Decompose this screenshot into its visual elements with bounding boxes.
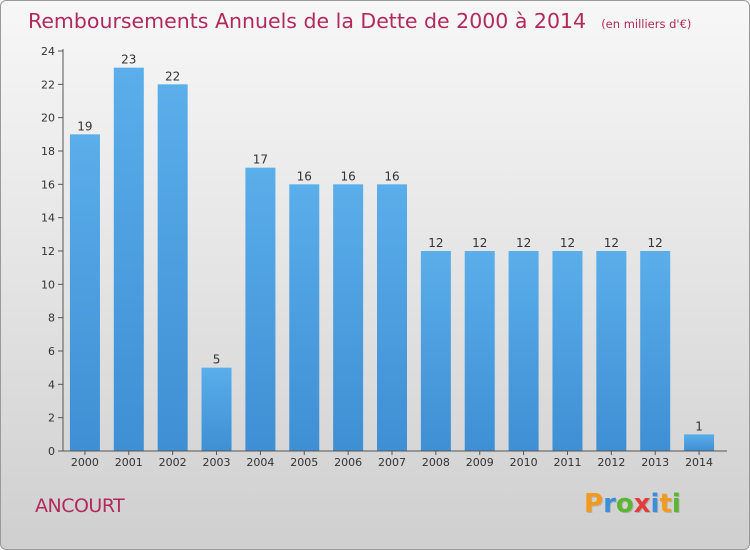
brand-letter: r	[603, 489, 616, 519]
data-label-2002: 22	[165, 69, 180, 83]
x-tick-label-2014: 2014	[685, 456, 713, 469]
y-tick-label-6: 6	[48, 345, 55, 358]
brand-letter: o	[615, 489, 634, 519]
y-tick-label-22: 22	[41, 78, 55, 91]
bar-2011	[552, 251, 583, 451]
labels-group: 1920002320012220025200317200416200516200…	[41, 45, 713, 469]
x-tick-label-2013: 2013	[641, 456, 669, 469]
y-tick-label-10: 10	[41, 278, 55, 291]
bar-2009	[464, 251, 495, 451]
data-label-2006: 16	[340, 169, 355, 183]
x-tick-label-2011: 2011	[553, 456, 581, 469]
bar-2007	[377, 184, 407, 452]
city-name: ANCOURT	[35, 495, 125, 517]
brand-letter: t	[659, 489, 672, 519]
y-tick-label-18: 18	[41, 145, 55, 158]
y-tick-label-24: 24	[41, 45, 55, 58]
x-tick-label-2002: 2002	[159, 456, 187, 469]
y-tick-label-2: 2	[48, 412, 55, 425]
brand-letter: x	[633, 489, 651, 519]
x-tick-label-2008: 2008	[422, 456, 450, 469]
bar-2001	[113, 67, 144, 452]
x-tick-label-2005: 2005	[290, 456, 318, 469]
y-tick-label-14: 14	[41, 212, 55, 225]
brand-letter: i	[650, 489, 660, 519]
x-tick-label-2001: 2001	[115, 456, 143, 469]
y-tick-label-8: 8	[48, 312, 55, 325]
data-label-2000: 19	[77, 119, 92, 133]
data-label-2011: 12	[560, 236, 575, 250]
bar-2013	[640, 251, 671, 451]
brand-letter: i	[671, 489, 681, 519]
bar-2012	[596, 251, 627, 451]
y-tick-label-20: 20	[41, 112, 55, 125]
axes-group	[58, 49, 727, 455]
data-label-2005: 16	[297, 169, 312, 183]
bar-2014	[684, 434, 715, 451]
data-label-2013: 12	[648, 236, 663, 250]
x-tick-label-2009: 2009	[466, 456, 494, 469]
data-label-2010: 12	[516, 236, 531, 250]
x-tick-label-2010: 2010	[510, 456, 538, 469]
data-label-2004: 17	[253, 153, 268, 167]
bar-2004	[245, 167, 276, 451]
x-tick-label-2007: 2007	[378, 456, 406, 469]
data-label-2001: 23	[121, 53, 136, 67]
bar-2000	[69, 134, 100, 452]
bars-group	[69, 67, 715, 452]
chart-title: Remboursements Annuels de la Dette de 20…	[28, 9, 587, 33]
bar-2008	[420, 251, 451, 451]
bar-2002	[157, 84, 188, 451]
y-tick-label-0: 0	[48, 445, 55, 458]
y-tick-label-4: 4	[48, 378, 55, 391]
data-label-2012: 12	[604, 236, 619, 250]
y-tick-label-12: 12	[41, 245, 55, 258]
x-tick-label-2004: 2004	[246, 456, 274, 469]
x-tick-label-2000: 2000	[71, 456, 99, 469]
y-tick-label-16: 16	[41, 178, 55, 191]
x-tick-label-2012: 2012	[597, 456, 625, 469]
data-label-2008: 12	[428, 236, 443, 250]
data-label-2003: 5	[213, 353, 221, 367]
bar-2005	[289, 184, 320, 452]
bar-2006	[333, 184, 364, 452]
x-tick-label-2003: 2003	[203, 456, 231, 469]
chart-unit-note: (en milliers d'€)	[601, 17, 692, 31]
data-label-2014: 1	[695, 419, 703, 433]
brand-logo[interactable]: Proxiti	[584, 489, 681, 519]
title-line: Remboursements Annuels de la Dette de 20…	[28, 9, 691, 33]
bar-2010	[508, 251, 539, 451]
data-label-2009: 12	[472, 236, 487, 250]
x-tick-label-2006: 2006	[334, 456, 362, 469]
brand-letter: P	[584, 489, 604, 519]
bar-2003	[201, 367, 232, 451]
data-label-2007: 16	[384, 169, 399, 183]
